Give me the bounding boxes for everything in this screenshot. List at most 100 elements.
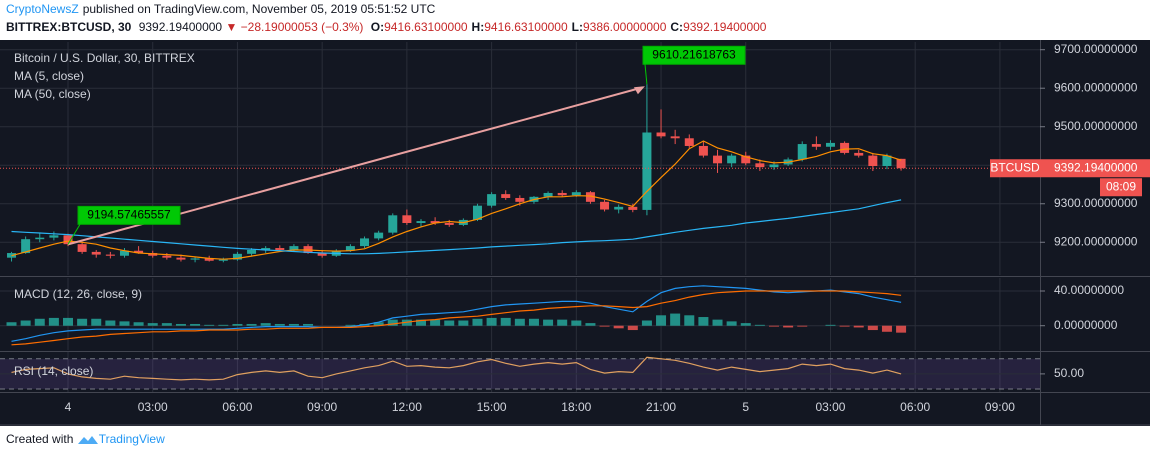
footer-brand[interactable]: TradingView: [98, 432, 165, 446]
ohlc-key: C:: [670, 20, 684, 34]
ohlc-value: 9416.63100000: [484, 20, 568, 34]
candle-body: [854, 152, 864, 156]
last-price-label: 9392.19400000: [1054, 160, 1138, 174]
histogram-bar: [161, 323, 172, 326]
candle-body: [741, 155, 751, 164]
candle-body: [360, 238, 370, 247]
histogram-bar: [754, 324, 765, 326]
histogram-bar: [105, 320, 116, 326]
candle-body: [77, 244, 87, 252]
histogram-bar: [232, 323, 243, 326]
candle-body: [91, 251, 101, 255]
candle-body: [797, 144, 807, 160]
footer-text: Created with: [6, 432, 74, 446]
candle-body: [472, 205, 482, 220]
candle-body: [501, 194, 511, 198]
candle-body: [388, 215, 398, 233]
candle-body: [585, 192, 595, 202]
histogram-bar: [670, 313, 681, 326]
candle-body: [275, 248, 285, 250]
histogram-bar: [797, 325, 808, 327]
histogram-bar: [6, 322, 17, 326]
y-tick-label: 40.00000000: [1054, 283, 1124, 297]
histogram-bar: [726, 321, 737, 326]
pane-title: MACD (12, 26, close, 9): [14, 287, 142, 301]
callout-label: 9194.57465557: [87, 208, 171, 222]
symbol: BITTREX:BTCUSD, 30: [6, 20, 132, 34]
candle-body: [430, 221, 440, 224]
histogram-bar: [218, 324, 229, 326]
header: CryptoNewsZ published on TradingView.com,…: [0, 0, 1150, 40]
candle-body: [557, 192, 567, 196]
change: ▼ −28.19000053 (−0.3%): [225, 20, 364, 34]
symbol-tag-label: BTCUSD: [990, 160, 1040, 174]
histogram-bar: [133, 322, 144, 326]
candle-body: [49, 235, 59, 238]
candle-body: [416, 221, 426, 224]
histogram-bar: [373, 322, 384, 326]
candle-body: [642, 132, 652, 210]
histogram-bar: [896, 325, 907, 333]
histogram-bar: [627, 325, 638, 331]
arrow-head: [633, 86, 645, 95]
candle-body: [63, 235, 73, 245]
histogram-bar: [345, 324, 356, 326]
y-tick-label: 50.00: [1054, 366, 1084, 380]
candle-body: [571, 192, 581, 196]
footer: Created with TradingView: [0, 426, 1150, 457]
rsi-line: [11, 356, 902, 381]
legend-entry: MA (5, close): [14, 69, 84, 83]
candle-body: [698, 145, 708, 156]
candle-body: [896, 158, 906, 169]
countdown-box: [1100, 178, 1142, 197]
histogram-bar: [416, 319, 426, 326]
x-tick-label: 03:00: [138, 400, 168, 414]
histogram-bar: [175, 323, 186, 326]
histogram-bar: [387, 319, 398, 326]
histogram-bar: [260, 323, 271, 326]
candle-body: [345, 246, 355, 251]
x-tick-label: 09:00: [307, 400, 337, 414]
candle-body: [600, 201, 610, 210]
candle-body: [811, 144, 821, 147]
candle-body: [35, 237, 45, 240]
histogram-bar: [557, 319, 568, 326]
candle-body: [162, 255, 172, 258]
histogram-bar: [571, 320, 582, 326]
ohlc-value: 9386.00000000: [582, 20, 667, 34]
x-tick-label: 5: [742, 400, 749, 414]
x-tick-label: 15:00: [477, 400, 507, 414]
histogram-bar: [458, 320, 469, 326]
candle-body: [119, 250, 129, 256]
callout-pointer: [644, 64, 648, 85]
macd-line: [11, 285, 902, 342]
histogram-bar: [444, 320, 455, 326]
histogram-bar: [839, 325, 850, 327]
histogram-bar: [48, 317, 59, 326]
candle-body: [21, 239, 31, 254]
ohlc-value: 9392.19400000: [683, 20, 767, 34]
candle-body: [105, 254, 115, 256]
ohlc-key: L:: [571, 20, 583, 34]
x-tick-label: 18:00: [561, 400, 591, 414]
ohlc-key: O:: [370, 20, 385, 34]
publisher[interactable]: CryptoNewsZ: [6, 2, 79, 16]
x-tick-label: 03:00: [815, 400, 845, 414]
x-tick-label: 06:00: [222, 400, 252, 414]
histogram-bar: [288, 323, 299, 326]
y-tick-label: 9700.00000000: [1054, 42, 1138, 56]
last-price-box: [1040, 159, 1150, 178]
histogram-bar: [867, 325, 878, 331]
y-tick-label: 9200.00000000: [1054, 234, 1138, 248]
pane-title: RSI (14, close): [14, 364, 93, 378]
y-tick-label: 9500.00000000: [1054, 119, 1138, 133]
histogram-bar: [430, 319, 441, 326]
candle-body: [247, 249, 257, 254]
logo: [77, 435, 98, 444]
candle-body: [232, 253, 242, 260]
callout-box: [642, 45, 746, 65]
candle-body: [261, 248, 271, 250]
candle-body: [134, 250, 144, 254]
header-line-2: BITTREX:BTCUSD, 30 9392.19400000 ▼ −28.1…: [0, 18, 1150, 36]
